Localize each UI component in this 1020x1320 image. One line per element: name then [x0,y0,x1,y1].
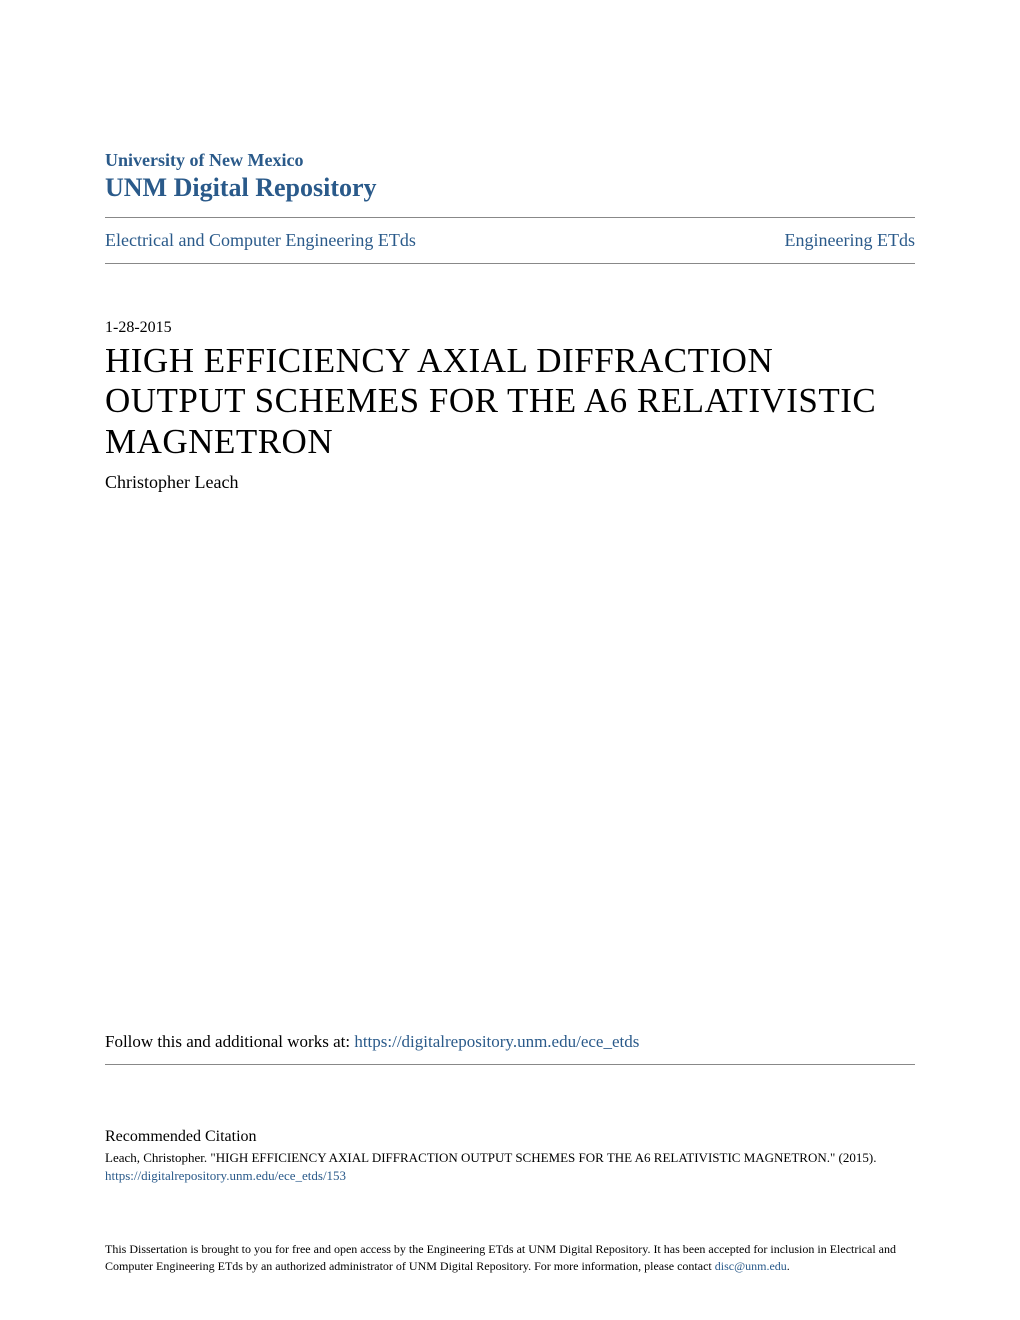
document-title: HIGH EFFICIENCY AXIAL DIFFRACTION OUTPUT… [105,341,915,462]
citation-heading: Recommended Citation [105,1128,915,1146]
divider-follow [105,1064,915,1065]
citation-link[interactable]: https://digitalrepository.unm.edu/ece_et… [105,1168,346,1183]
divider-breadcrumb [105,263,915,264]
publication-date: 1-28-2015 [105,319,915,337]
disclaimer-section: This Dissertation is brought to you for … [105,1241,915,1275]
contact-email-link[interactable]: disc@unm.edu [715,1259,787,1273]
disclaimer-body: This Dissertation is brought to you for … [105,1241,915,1275]
repository-name[interactable]: UNM Digital Repository [105,173,915,203]
citation-section: Recommended Citation Leach, Christopher.… [105,1118,915,1185]
follow-link[interactable]: https://digitalrepository.unm.edu/ece_et… [354,1032,639,1051]
author-name: Christopher Leach [105,472,915,493]
follow-text: Follow this and additional works at: htt… [105,1032,915,1052]
breadcrumb-collection-link[interactable]: Electrical and Computer Engineering ETds [105,230,416,251]
follow-prefix: Follow this and additional works at: [105,1032,354,1051]
header-section: University of New Mexico UNM Digital Rep… [105,150,915,203]
breadcrumb-row: Electrical and Computer Engineering ETds… [105,218,915,263]
follow-section: Follow this and additional works at: htt… [105,1032,915,1065]
university-name: University of New Mexico [105,150,915,171]
breadcrumb-parent-link[interactable]: Engineering ETds [785,230,915,251]
citation-body: Leach, Christopher. "HIGH EFFICIENCY AXI… [105,1149,915,1185]
disclaimer-text-part2: . [787,1259,790,1273]
citation-text: Leach, Christopher. "HIGH EFFICIENCY AXI… [105,1150,876,1165]
